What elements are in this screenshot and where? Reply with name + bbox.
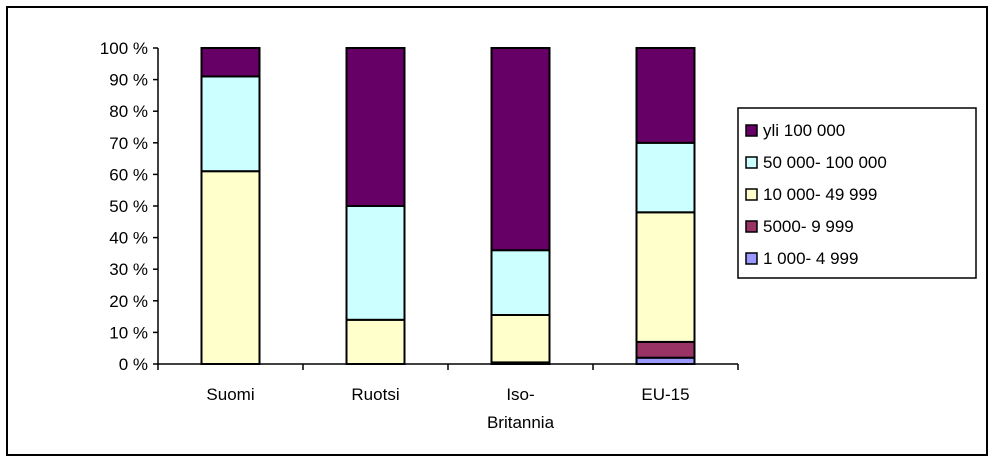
bar-segment <box>200 170 261 365</box>
y-tick-label: 100 % <box>100 39 148 58</box>
bar-segment <box>345 318 406 365</box>
x-tick-label: Iso-Britannia <box>487 385 555 432</box>
y-tick-label: 70 % <box>109 134 148 153</box>
legend-box <box>737 107 977 279</box>
y-tick-label: 80 % <box>109 102 148 121</box>
y-tick-label: 50 % <box>109 197 148 216</box>
y-tick-label: 60 % <box>109 165 148 184</box>
bar-segment <box>635 141 696 214</box>
bars-group <box>200 47 696 366</box>
bar-segment <box>490 249 551 316</box>
y-tick-label: 20 % <box>109 292 148 311</box>
bar-segment <box>635 211 696 343</box>
legend-swatch <box>745 156 758 169</box>
y-tick-label: 10 % <box>109 323 148 342</box>
stacked-bar-chart: 0 % 10 % 20 % 30 % 40 % 50 % 60 % 70 % 80 % 90 % 1… <box>100 39 977 432</box>
legend-swatch <box>745 220 758 233</box>
legend-label: 10 000- 49 999 <box>763 185 877 204</box>
legend-swatch <box>745 252 758 265</box>
bar-segment <box>345 205 406 321</box>
legend-label: yli 100 000 <box>763 121 845 140</box>
legend-label: 5000- 9 999 <box>763 217 854 236</box>
legend-label: 50 000- 100 000 <box>763 153 887 172</box>
x-tick-label: EU-15 <box>641 385 689 404</box>
x-tick-label: Ruotsi <box>351 385 399 404</box>
bar-segment <box>345 47 406 207</box>
chart-frame: 0 % 10 % 20 % 30 % 40 % 50 % 60 % 70 % 80 % 90 % 1… <box>6 6 988 456</box>
bar-segment <box>490 314 551 364</box>
bar-segment <box>635 47 696 144</box>
bar-segment <box>200 47 261 78</box>
y-tick-label: 90 % <box>109 71 148 90</box>
legend-label: 1 000- 4 999 <box>763 249 858 268</box>
bar-segment <box>635 340 696 359</box>
bar-segment <box>490 47 551 252</box>
y-tick-label: 40 % <box>109 229 148 248</box>
y-tick-label: 30 % <box>109 260 148 279</box>
axes-group: 0 % 10 % 20 % 30 % 40 % 50 % 60 % 70 % 80 % 90 % 1… <box>100 39 739 432</box>
legend: yli 100 000 50 000- 100 000 10 000- 49 999… <box>737 107 977 279</box>
x-tick-label: Suomi <box>206 385 254 404</box>
bar-segment <box>200 75 261 173</box>
y-tick-label: 0 % <box>119 355 148 374</box>
legend-swatch <box>745 188 758 201</box>
legend-swatch <box>745 124 758 137</box>
